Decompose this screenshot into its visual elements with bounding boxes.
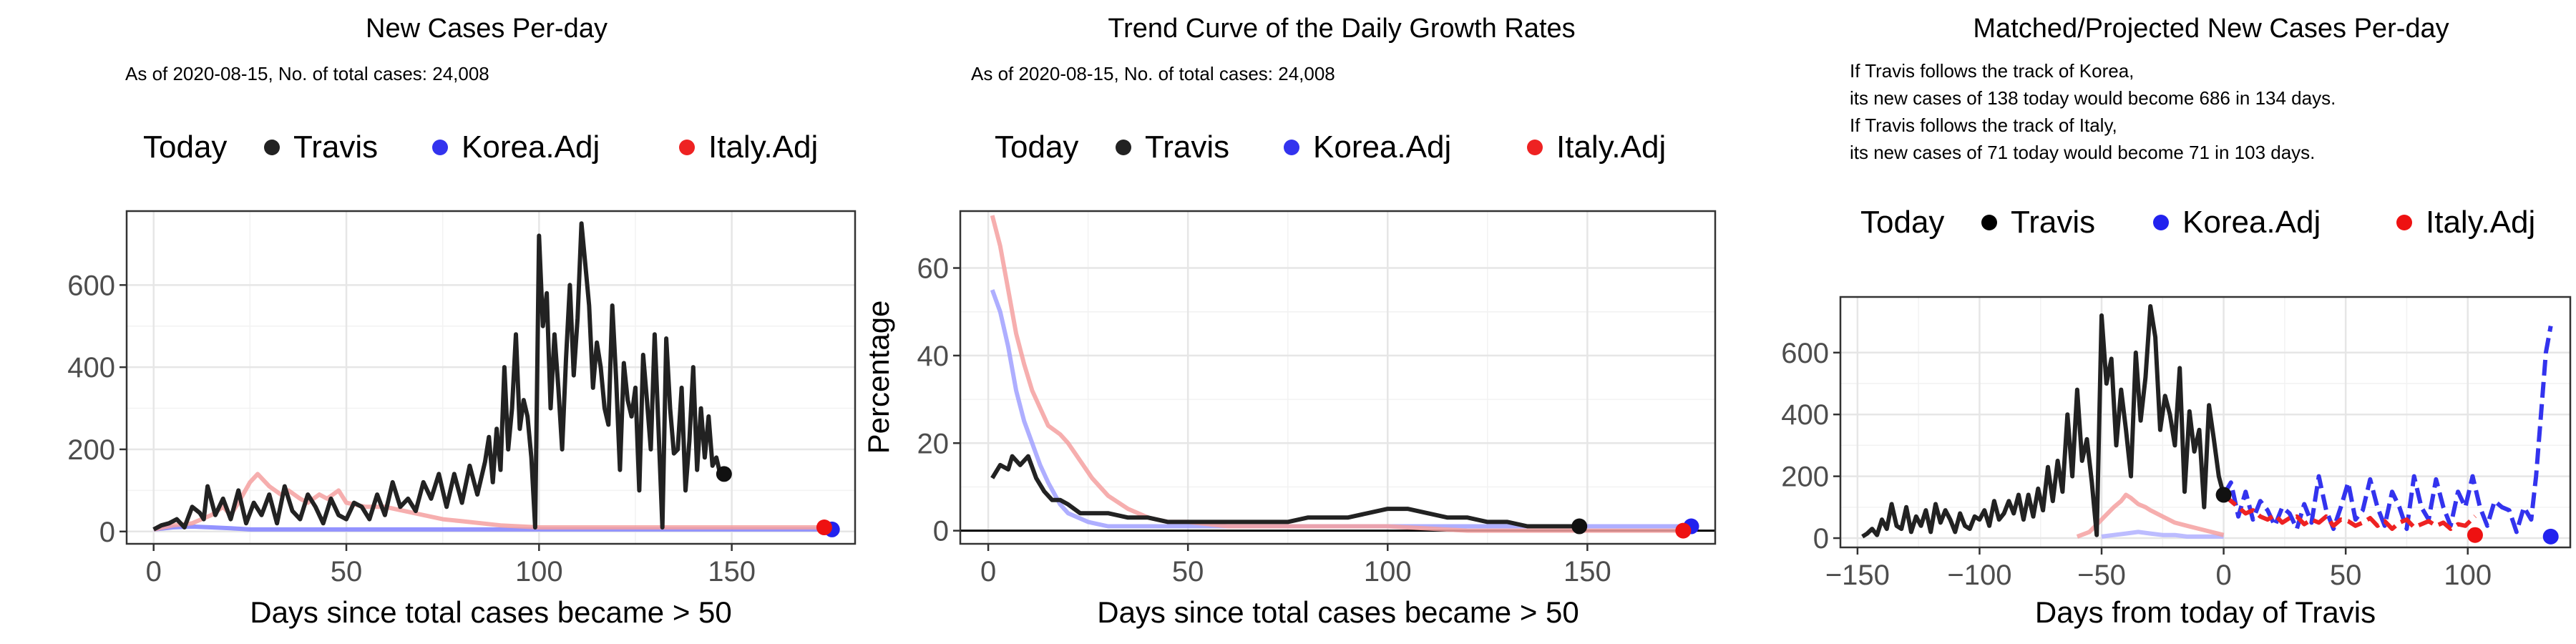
legend-italy-label: Italy.Adj [1556, 130, 1666, 165]
y-tick-label: 200 [1781, 462, 1829, 493]
series-line-italy-adj [990, 215, 1684, 533]
chart-subtitle: As of 2020-08-15, No. of total cases: 24… [125, 63, 489, 84]
today-point-travis [2215, 487, 2232, 503]
legend: Today Travis Korea.Adj Italy.Adj [1860, 205, 2535, 240]
x-axis-label: Days from today of Travis [2035, 595, 2376, 629]
plot-area: 0 50 100 150 0 20 40 60 [917, 210, 1717, 587]
legend-korea-label: Korea.Adj [2182, 205, 2321, 240]
x-tick-label: 100 [2444, 560, 2492, 591]
legend: Today Travis Korea.Adj Italy.Adj [143, 130, 818, 165]
legend-title: Today [1860, 205, 1944, 240]
legend-travis-dot [1981, 215, 1997, 230]
legend-travis-dot [1116, 140, 1131, 155]
legend-korea-label: Korea.Adj [462, 130, 600, 165]
legend-italy-label: Italy.Adj [708, 130, 818, 165]
y-tick-label: 200 [67, 434, 115, 466]
today-point-italy-adj [2467, 527, 2483, 543]
legend-korea-dot [432, 140, 448, 155]
series-line-italy-adj [2222, 493, 2477, 532]
y-tick-label: 600 [1781, 338, 1829, 369]
legend-italy-dot [2396, 215, 2412, 230]
x-axis-label: Days since total cases became > 50 [250, 595, 732, 629]
x-tick-label: 0 [146, 556, 162, 587]
plot-border [125, 210, 857, 545]
legend-korea-dot [2153, 215, 2169, 230]
chart-title: Matched/Projected New Cases Per-day [1973, 14, 2449, 44]
today-point-korea-adj [2542, 528, 2559, 545]
today-point-travis [1571, 518, 1588, 535]
legend-title: Today [143, 130, 227, 165]
annotation-line: its new cases of 71 today would become 7… [1850, 142, 2315, 163]
chart-svg-1: New Cases Per-day As of 2020-08-15, No. … [67, 14, 857, 629]
y-axis-label: Percentage [862, 301, 895, 454]
y-tick-label: 60 [917, 253, 950, 285]
y-tick-label: 0 [1813, 523, 1829, 555]
series-line-korea-adj-matched [2101, 530, 2224, 539]
series-line-travis [152, 221, 724, 532]
legend-korea-label: Korea.Adj [1313, 130, 1451, 165]
legend-italy-label: Italy.Adj [2426, 205, 2535, 240]
y-tick-label: 40 [917, 341, 950, 372]
legend-italy-dot [1527, 140, 1543, 155]
chart-matched-projected-new-cases: Matched/Projected New Cases Per-day If T… [1717, 0, 2576, 644]
y-tick-label: 400 [67, 352, 115, 384]
legend-italy-dot [679, 140, 695, 155]
chart-trend-curve-growth-rates: Trend Curve of the Daily Growth Rates As… [859, 0, 1717, 644]
plot-area: 0 50 100 150 0 200 400 600 [67, 210, 857, 587]
legend-korea-dot [1284, 140, 1299, 155]
today-point-italy-adj [1675, 522, 1692, 539]
x-tick-label: 50 [2330, 560, 2362, 591]
x-tick-label: 0 [980, 556, 996, 587]
x-tick-label: 0 [2215, 560, 2231, 591]
x-tick-label: 150 [1563, 556, 1611, 587]
y-tick-label: 0 [933, 516, 949, 547]
annotation-line: If Travis follows the track of Korea, [1850, 60, 2134, 82]
y-tick-label: 20 [917, 428, 950, 459]
y-tick-label: 600 [67, 270, 115, 301]
chart-subtitle: As of 2020-08-15, No. of total cases: 24… [971, 63, 1335, 84]
chart-svg-3: Matched/Projected New Cases Per-day If T… [1781, 14, 2572, 629]
x-tick-label: 150 [708, 556, 756, 587]
series-line-travis [1861, 304, 2226, 539]
annotation-line: its new cases of 138 today would become … [1850, 87, 2336, 109]
x-tick-label: 50 [331, 556, 363, 587]
y-tick-label: 0 [99, 517, 115, 548]
annotation: If Travis follows the track of Korea, it… [1850, 60, 2336, 163]
legend-travis-label: Travis [293, 130, 378, 165]
today-point-travis [716, 466, 732, 482]
plot-area: −150 −100 −50 0 50 100 0 200 400 600 [1781, 296, 2572, 591]
legend-travis-dot [264, 140, 280, 155]
x-tick-label: −100 [1947, 560, 2011, 591]
today-point-italy-adj [816, 519, 832, 536]
x-tick-label: 100 [515, 556, 563, 587]
legend-travis-label: Travis [2011, 205, 2095, 240]
plot-border [959, 210, 1717, 545]
annotation-line: If Travis follows the track of Italy, [1850, 114, 2117, 136]
legend-title: Today [995, 130, 1078, 165]
x-tick-label: 50 [1172, 556, 1204, 587]
chart-new-cases-per-day: New Cases Per-day As of 2020-08-15, No. … [0, 0, 859, 644]
y-tick-label: 400 [1781, 399, 1829, 431]
x-tick-label: −50 [2077, 560, 2126, 591]
series-line-italy-adj-matched [2076, 492, 2225, 539]
series-line-korea-adj [2222, 326, 2553, 535]
plot-border [1839, 296, 2572, 549]
x-tick-label: 100 [1364, 556, 1412, 587]
x-axis-label: Days since total cases became > 50 [1097, 595, 1579, 629]
legend: Today Travis Korea.Adj Italy.Adj [995, 130, 1666, 165]
chart-svg-2: Trend Curve of the Daily Growth Rates As… [862, 14, 1717, 629]
legend-travis-label: Travis [1145, 130, 1229, 165]
chart-title: Trend Curve of the Daily Growth Rates [1108, 14, 1575, 44]
series-line-travis [990, 454, 1580, 529]
chart-title: New Cases Per-day [366, 14, 608, 44]
series-line-korea-adj [990, 289, 1692, 529]
x-tick-label: −150 [1825, 560, 1890, 591]
